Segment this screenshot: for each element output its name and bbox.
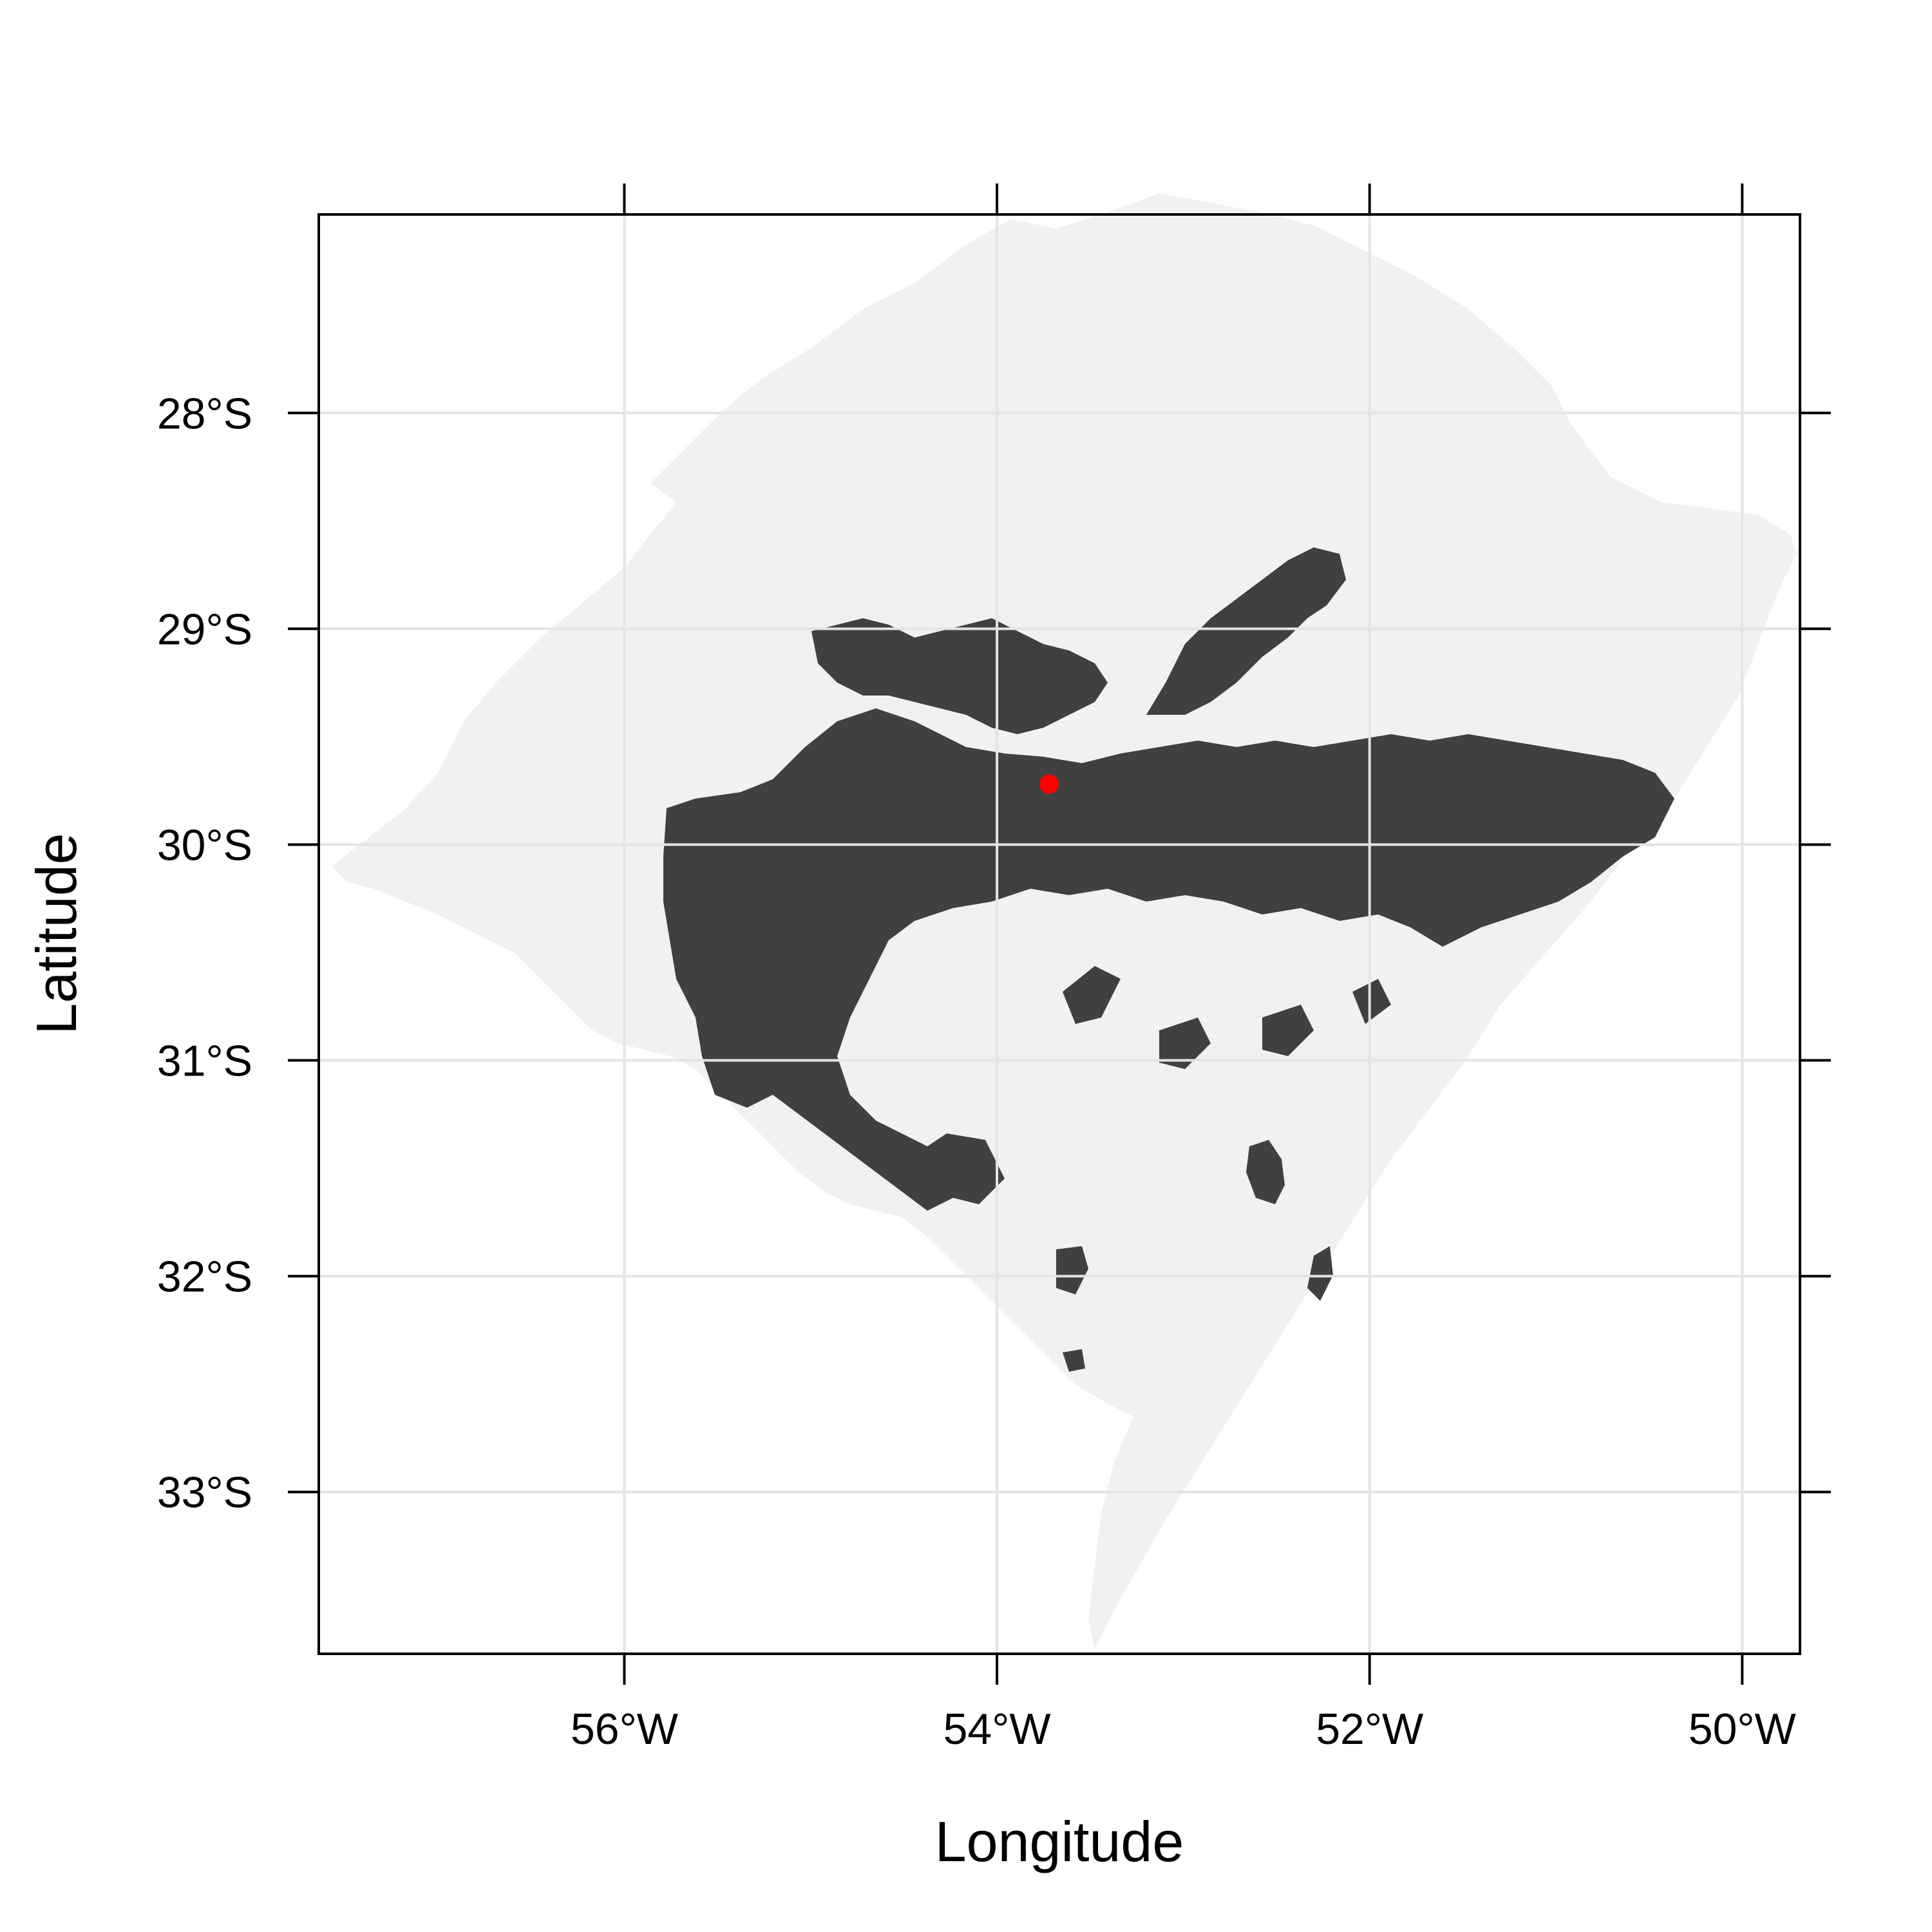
x-axis: 56°W 54°W 52°W 50°W (571, 184, 1796, 1754)
location-marker (1039, 774, 1059, 794)
highlighted-region-south-1 (1246, 1140, 1285, 1204)
highlighted-region-south-2 (1056, 1246, 1088, 1294)
highlighted-region-central (663, 708, 1674, 1211)
y-tick-label: 28°S (157, 389, 252, 438)
y-axis-title: Latitude (24, 833, 88, 1034)
map-region (332, 193, 1797, 1649)
x-tick-label: 54°W (943, 1705, 1051, 1754)
highlighted-region-north (1146, 547, 1346, 715)
highlighted-region-south-3 (1307, 1246, 1333, 1301)
y-tick-label: 33°S (157, 1468, 252, 1517)
highlighted-region-east-spots (1063, 966, 1391, 1069)
y-tick-label: 32°S (157, 1253, 252, 1302)
highlighted-region-south-4 (1063, 1349, 1085, 1372)
y-tick-label: 30°S (157, 820, 252, 869)
x-axis-title: Longitude (935, 1810, 1184, 1873)
map-grid (319, 214, 1800, 1654)
x-tick-label: 50°W (1689, 1705, 1796, 1754)
y-tick-label: 29°S (157, 605, 252, 654)
x-tick-label: 56°W (571, 1705, 678, 1754)
y-axis: 28°S 29°S 30°S 31°S 32°S 33°S (157, 389, 1831, 1517)
highlighted-region-northwest (811, 618, 1108, 734)
y-tick-label: 31°S (157, 1037, 252, 1086)
x-tick-label: 52°W (1316, 1705, 1423, 1754)
state-land-area (332, 193, 1797, 1649)
plot-frame (317, 213, 1801, 1655)
